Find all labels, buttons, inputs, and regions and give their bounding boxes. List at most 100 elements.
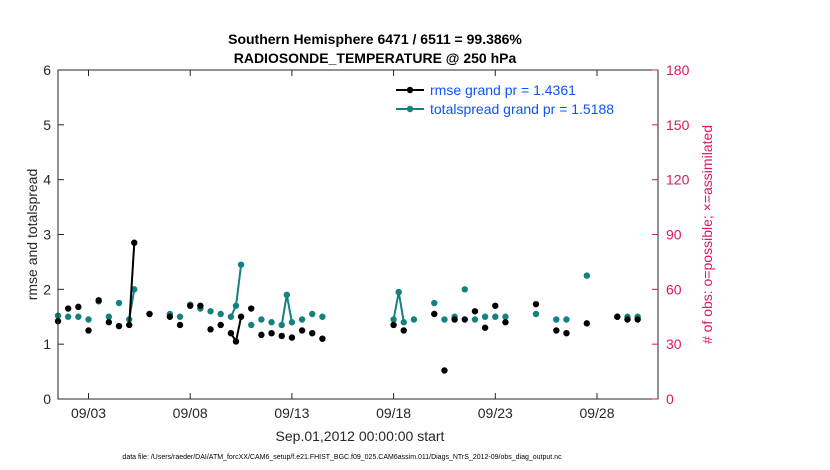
totalspread-series-point [64, 313, 72, 320]
totalspread-series-point [278, 321, 285, 329]
totalspread-series-point [502, 313, 509, 320]
rmse-series-point [105, 319, 113, 326]
totalspread-series-point [441, 316, 448, 323]
legend-swatch-marker [406, 86, 414, 94]
y-left-tick-label: 0 [43, 391, 51, 407]
totalspread-series-point [492, 313, 499, 320]
rmse-series-point [502, 319, 509, 326]
y-right-tick-label: 60 [666, 281, 682, 297]
rmse-series-point [248, 305, 255, 312]
rmse-series-group [54, 239, 641, 374]
totalspread-series-point [115, 299, 123, 307]
rmse-series-point [278, 332, 285, 340]
rmse-series-point [227, 330, 235, 337]
legend: rmse grand pr = 1.4361 totalspread grand … [396, 82, 614, 117]
rmse-series-point [217, 321, 224, 329]
x-tick-label: 09/18 [376, 405, 411, 421]
chart-title: Southern Hemisphere 6471 / 6511 = 99.386… [228, 31, 522, 47]
rmse-series-point [634, 316, 641, 323]
totalspread-series-point [553, 316, 560, 323]
rmse-series-point [553, 327, 560, 334]
totalspread-series-point [431, 299, 438, 307]
x-tick-label: 09/28 [579, 405, 614, 421]
y-left-tick-label: 6 [43, 62, 51, 78]
legend-entry: totalspread grand pr = 1.5188 [430, 101, 614, 117]
rmse-series-point [390, 321, 397, 329]
rmse-series-point [309, 330, 316, 337]
rmse-series-point [583, 320, 591, 327]
legend-entry: rmse grand pr = 1.4361 [430, 82, 576, 98]
rmse-series-point [532, 300, 540, 308]
rmse-series-point [288, 334, 296, 341]
y-right-tick-label: 150 [666, 117, 690, 133]
plot-background [58, 70, 658, 399]
totalspread-series-point [583, 272, 591, 279]
x-tick-label: 09/03 [71, 405, 106, 421]
rmse-series-point [85, 327, 92, 334]
y-right-tick-label: 180 [666, 62, 690, 78]
y-left-axis-label: rmse and totalspread [24, 169, 40, 301]
data-file-footer: data file: /Users/raeder/DAI/ATM_forcXX/… [122, 454, 562, 461]
y-right-axis-label: # of obs: o=possible; ×=assimilated [699, 125, 715, 344]
y-right-tick-label: 30 [666, 336, 682, 352]
totalspread-series-point [400, 319, 407, 326]
rmse-series-point [187, 302, 194, 309]
rmse-series-point [624, 316, 631, 323]
y-left-tick-label: 4 [43, 172, 51, 188]
totalspread-series-point [395, 288, 402, 296]
rmse-series-point [237, 313, 245, 320]
rmse-series-point [319, 335, 326, 342]
totalspread-series-point [85, 316, 92, 323]
totalspread-series-point [176, 313, 184, 320]
rmse-series-point [146, 310, 153, 318]
totalspread-series-point [288, 319, 296, 326]
totalspread-series-point [481, 313, 489, 320]
totalspread-series-point [268, 319, 275, 326]
y-right-tick-label: 120 [666, 172, 690, 188]
y-left-tick-label: 1 [43, 336, 51, 352]
legend-swatch-marker [406, 105, 414, 113]
rmse-series-point [461, 316, 468, 323]
totalspread-series-point [309, 310, 316, 318]
totalspread-series-point [532, 310, 540, 318]
rmse-series-point [131, 239, 138, 246]
totalspread-series-point [207, 308, 214, 315]
rmse-series-point [115, 322, 123, 330]
rmse-series-point [471, 308, 479, 315]
totalspread-series-point [298, 316, 306, 323]
rmse-series-point [125, 321, 133, 329]
totalspread-series-point [232, 302, 240, 309]
y-left-tick-label: 3 [43, 227, 51, 243]
totalspread-series-point [217, 310, 224, 318]
totalspread-series-point [237, 261, 245, 268]
totalspread-series-point [319, 313, 326, 320]
rmse-series-point [431, 310, 438, 318]
x-tick-label: 09/23 [478, 405, 513, 421]
rmse-series-point [298, 327, 306, 334]
y-right-tick-label: 0 [666, 391, 674, 407]
totalspread-series-point [258, 316, 265, 323]
rmse-series-point [207, 326, 214, 333]
totalspread-series-point [461, 286, 468, 293]
totalspread-series-point [131, 286, 138, 293]
rmse-series-point [75, 303, 82, 311]
rmse-series-point [400, 327, 407, 334]
totalspread-series-point [471, 316, 479, 323]
rmse-series-point [64, 305, 72, 312]
x-axis-label: Sep.01,2012 00:00:00 start [276, 428, 445, 444]
rmse-series-point [481, 324, 489, 331]
y-right-tick-label: 90 [666, 227, 682, 243]
totalspread-series-point [105, 313, 113, 320]
rmse-series-point [451, 316, 458, 323]
totalspread-series-point [410, 316, 418, 323]
rmse-series-point [232, 338, 240, 345]
rmse-series-point [95, 297, 102, 304]
y-left-tick-label: 2 [43, 281, 51, 297]
rmse-series-point [441, 367, 448, 374]
rmse-series-point [563, 330, 570, 337]
chart-subtitle: RADIOSONDE_TEMPERATURE @ 250 hPa [234, 50, 517, 66]
x-tick-label: 09/13 [274, 405, 309, 421]
rmse-series-point [176, 321, 184, 329]
